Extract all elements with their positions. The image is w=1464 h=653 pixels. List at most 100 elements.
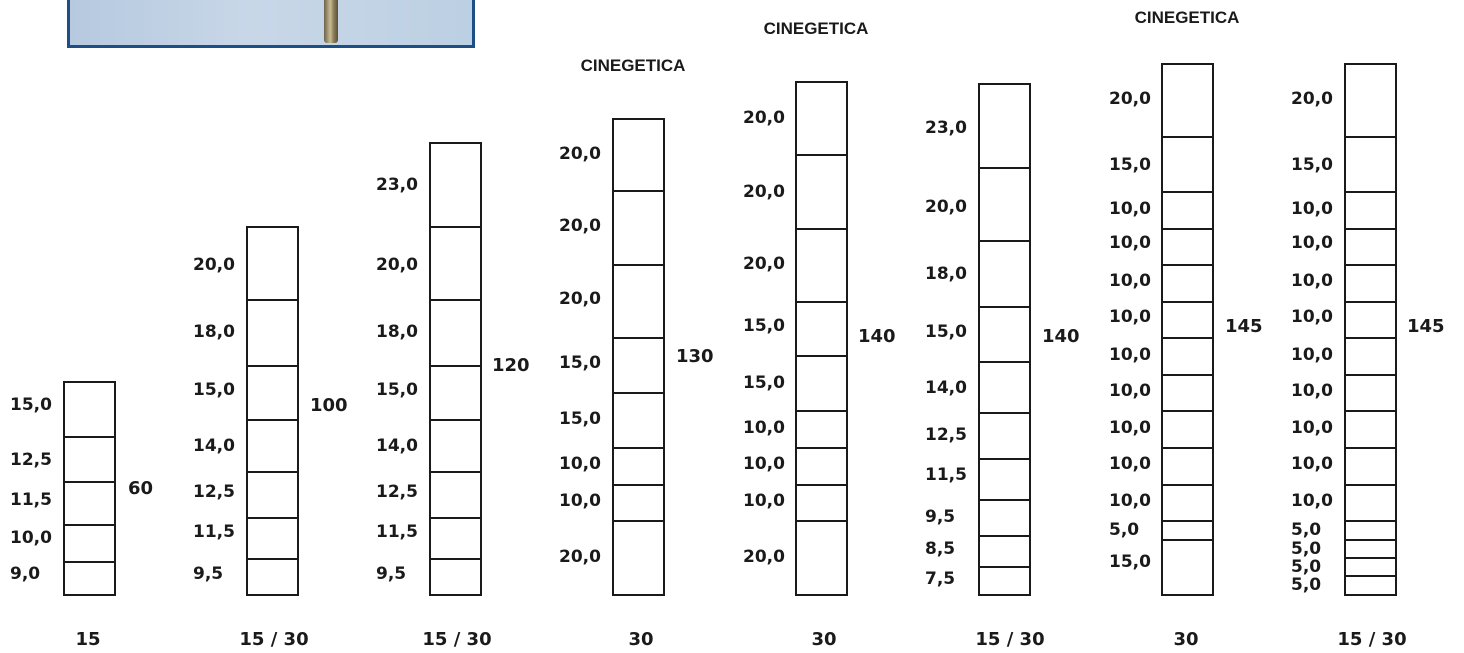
rod-6-section-8-length: 9,5 [925, 507, 955, 527]
rod-4-section-6 [612, 447, 665, 486]
rod-8-section-4 [1344, 228, 1397, 266]
rod-6-section-6-length: 12,5 [925, 425, 967, 445]
rod-6-section-2 [978, 167, 1031, 242]
rod-8-section-10-length: 10,0 [1291, 454, 1333, 474]
rod-2-section-3 [246, 365, 299, 421]
rod-photo-detail [324, 0, 338, 43]
rod-6-section-9 [978, 535, 1031, 568]
rod-7-section-9-length: 10,0 [1109, 418, 1151, 438]
rod-8-section-12-length: 5,0 [1291, 520, 1321, 540]
rod-4-section-7 [612, 484, 665, 522]
rod-8-section-13-length: 5,0 [1291, 539, 1321, 559]
rod-7-section-5-length: 10,0 [1109, 271, 1151, 291]
rod-5-section-6-length: 10,0 [743, 418, 785, 438]
rod-8-section-13 [1344, 539, 1397, 559]
rod-3-section-4 [429, 365, 482, 421]
rod-1-section-3 [63, 481, 116, 526]
rod-7-section-3 [1161, 191, 1214, 230]
rod-6-section-3 [978, 240, 1031, 308]
rod-7-header: CINEGETICA [1135, 8, 1240, 27]
rod-5-section-4 [795, 301, 848, 357]
rod-8-section-9-length: 10,0 [1291, 418, 1333, 438]
rod-5-section-9 [795, 520, 848, 596]
rod-8-total-length: 145 [1407, 316, 1445, 337]
rod-4-section-8 [612, 520, 665, 596]
rod-3-section-2-length: 20,0 [376, 255, 418, 275]
rod-6-section-1 [978, 83, 1031, 169]
rod-8-section-3 [1344, 191, 1397, 230]
rod-3-section-8-length: 9,5 [376, 564, 406, 584]
rod-3-section-5-length: 14,0 [376, 436, 418, 456]
rod-6-section-9-length: 8,5 [925, 539, 955, 559]
rod-4-total-length: 130 [676, 346, 714, 367]
rod-1-section-5 [63, 561, 116, 596]
rod-3-section-5 [429, 419, 482, 473]
rod-6-section-7 [978, 458, 1031, 501]
rod-2-section-4 [246, 419, 299, 473]
rod-8-section-15-length: 5,0 [1291, 575, 1321, 595]
rod-8-section-1 [1344, 63, 1397, 138]
rod-4-header: CINEGETICA [581, 56, 686, 75]
rod-7-section-7 [1161, 337, 1214, 376]
rod-5-section-6 [795, 410, 848, 449]
rod-4-section-1-length: 20,0 [559, 144, 601, 164]
rod-1-section-2-length: 12,5 [10, 450, 52, 470]
rod-8-section-5 [1344, 264, 1397, 303]
rod-1-section-5-length: 9,0 [10, 564, 40, 584]
rod-5-section-1-length: 20,0 [743, 108, 785, 128]
rod-4-section-6-length: 10,0 [559, 454, 601, 474]
rod-5-section-7 [795, 447, 848, 486]
rod-7-section-6 [1161, 301, 1214, 339]
rod-6-section-10 [978, 566, 1031, 596]
rod-5-footer: 30 [811, 629, 836, 650]
rod-5-section-3-length: 20,0 [743, 254, 785, 274]
rod-1-footer: 15 [75, 629, 100, 650]
rod-8-section-6 [1344, 301, 1397, 339]
rod-7-total-length: 145 [1225, 316, 1263, 337]
rod-3-section-4-length: 15,0 [376, 380, 418, 400]
rod-5-section-5 [795, 355, 848, 412]
rod-1-section-2 [63, 436, 116, 483]
rod-3-section-8 [429, 558, 482, 596]
rod-7-section-5 [1161, 264, 1214, 303]
rod-7-section-8-length: 10,0 [1109, 381, 1151, 401]
rod-5-section-5-length: 15,0 [743, 373, 785, 393]
rod-3-section-7 [429, 517, 482, 560]
rod-5-section-2-length: 20,0 [743, 182, 785, 202]
rod-7-section-13 [1161, 539, 1214, 596]
rod-7-section-4 [1161, 228, 1214, 266]
rod-4-section-5 [612, 392, 665, 449]
rod-7-section-9 [1161, 410, 1214, 449]
rod-8-section-2 [1344, 136, 1397, 193]
rod-7-section-10-length: 10,0 [1109, 454, 1151, 474]
rod-7-section-2-length: 15,0 [1109, 155, 1151, 175]
rod-8-section-12 [1344, 520, 1397, 541]
rod-3-section-1 [429, 142, 482, 228]
rod-2-section-7 [246, 558, 299, 596]
rod-7-section-10 [1161, 447, 1214, 486]
rod-7-section-13-length: 15,0 [1109, 552, 1151, 572]
rod-8-section-8 [1344, 374, 1397, 412]
rod-7-section-4-length: 10,0 [1109, 233, 1151, 253]
rod-4-section-2 [612, 190, 665, 266]
rod-4-section-3-length: 20,0 [559, 289, 601, 309]
rod-8-section-10 [1344, 447, 1397, 486]
rod-7-section-7-length: 10,0 [1109, 345, 1151, 365]
rod-8-section-11 [1344, 484, 1397, 522]
rod-2-section-6 [246, 517, 299, 560]
rod-4-section-4 [612, 337, 665, 394]
rod-7-section-6-length: 10,0 [1109, 307, 1151, 327]
rod-7-section-1 [1161, 63, 1214, 138]
rod-6-total-length: 140 [1042, 326, 1080, 347]
rod-6-section-8 [978, 499, 1031, 537]
product-photo [67, 0, 475, 48]
rod-3-section-7-length: 11,5 [376, 522, 418, 542]
rod-5-section-1 [795, 81, 848, 156]
rod-5-section-7-length: 10,0 [743, 454, 785, 474]
rod-6-section-7-length: 11,5 [925, 465, 967, 485]
rod-5-section-4-length: 15,0 [743, 316, 785, 336]
rod-2-section-4-length: 14,0 [193, 436, 235, 456]
rod-7-section-12-length: 5,0 [1109, 520, 1139, 540]
rod-8-section-11-length: 10,0 [1291, 491, 1333, 511]
